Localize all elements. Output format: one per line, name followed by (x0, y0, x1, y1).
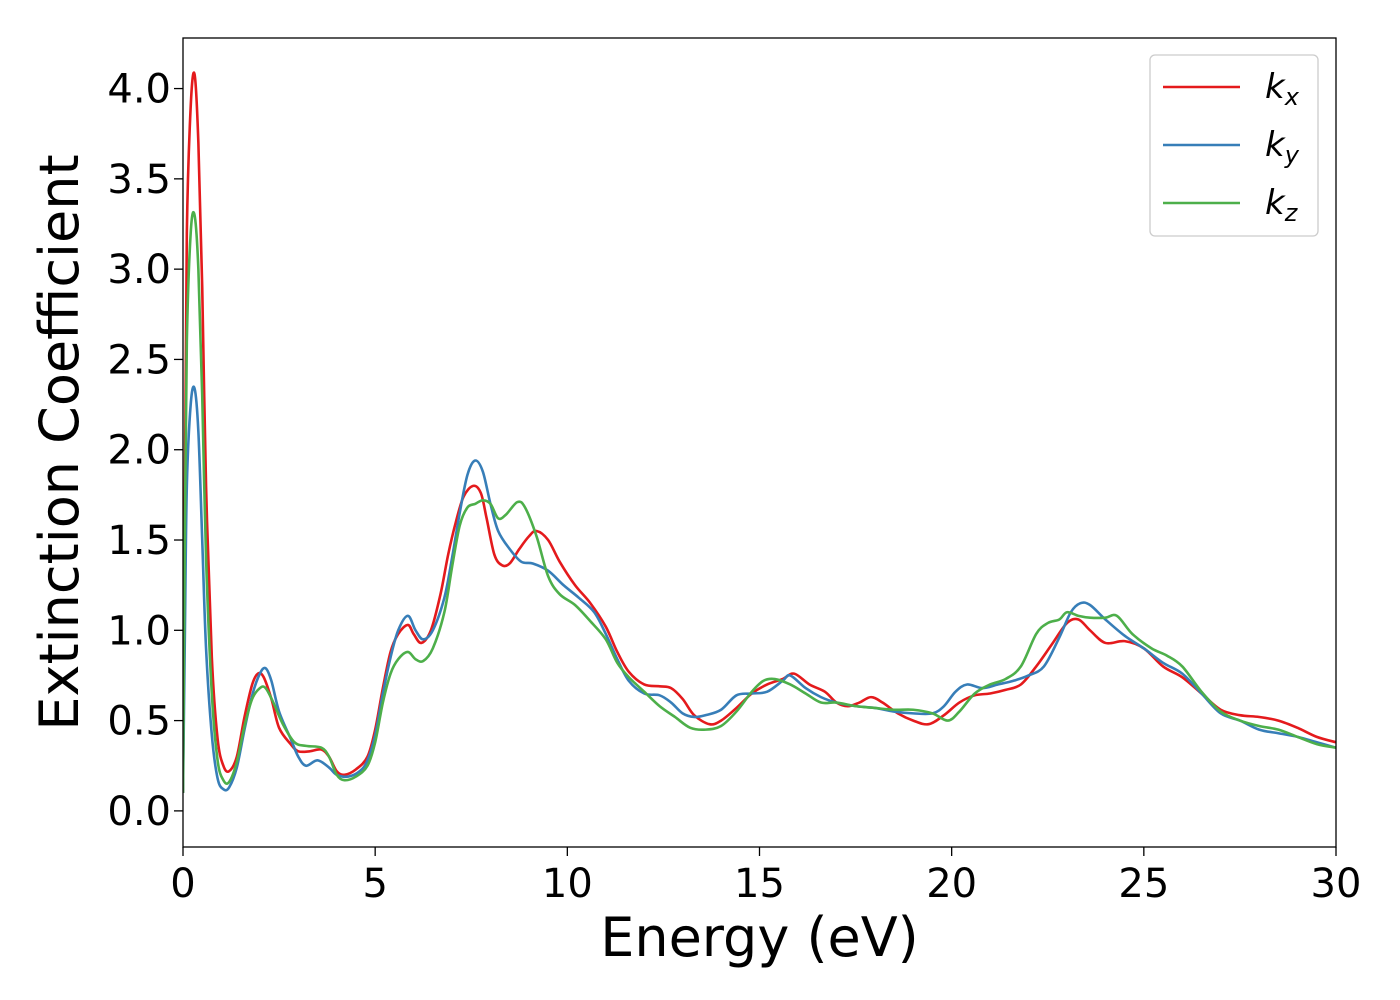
y-tick-label: 2.0 (107, 428, 171, 474)
y-tick-label: 0.0 (107, 789, 171, 835)
series-layer (183, 71, 1336, 793)
y-tick-label: 2.5 (107, 337, 171, 383)
series-line-kx (183, 71, 1336, 793)
y-axis-title: Extinction Coefficient (28, 154, 91, 730)
x-axis: 0 5 10 15 20 25 30 (170, 847, 1361, 907)
y-tick-label: 0.5 (107, 699, 171, 745)
x-tick-label: 15 (734, 861, 785, 907)
y-tick-label: 3.5 (107, 157, 171, 203)
legend-label-subscript: y (1284, 141, 1300, 169)
series-line-kz (183, 210, 1336, 793)
y-tick-label: 3.0 (107, 247, 171, 293)
legend-label-subscript: x (1284, 83, 1300, 111)
legend-label-main: k (1265, 125, 1286, 165)
x-tick-label: 5 (362, 861, 387, 907)
legend-label-ky: ky (1265, 125, 1300, 169)
y-tick-label: 4.0 (107, 67, 171, 113)
series-line-ky (183, 385, 1336, 793)
legend-label-subscript: z (1284, 199, 1299, 227)
y-tick-label: 1.0 (107, 608, 171, 654)
legend-label-kx: kx (1265, 67, 1300, 111)
x-tick-label: 25 (1118, 861, 1169, 907)
x-tick-label: 30 (1311, 861, 1362, 907)
x-tick-label: 20 (926, 861, 977, 907)
legend-label-main: k (1265, 67, 1286, 107)
y-tick-label: 1.5 (107, 518, 171, 564)
x-tick-label: 10 (542, 861, 593, 907)
y-axis: 0.0 0.5 1.0 1.5 2.0 2.5 3.0 3.5 4.0 (107, 67, 183, 835)
legend-label-main: k (1265, 183, 1286, 223)
x-tick-label: 0 (170, 861, 195, 907)
x-axis-title: Energy (eV) (600, 906, 919, 969)
legend-label-kz: kz (1265, 183, 1299, 227)
